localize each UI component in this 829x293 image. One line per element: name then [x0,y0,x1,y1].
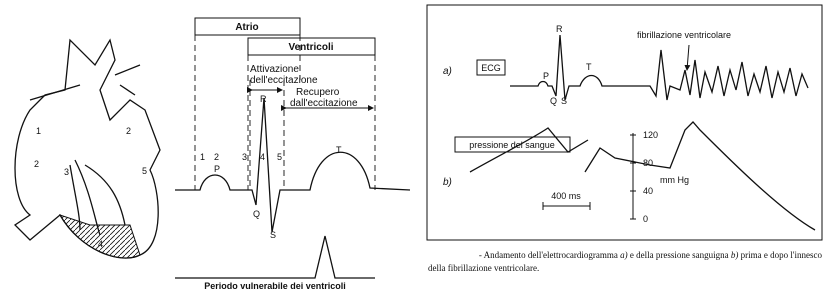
tick-label: 0 [643,214,648,224]
wave-label: T [586,62,592,72]
panel-label: b) [443,177,452,188]
phase-number: 1 [200,152,205,162]
wave-label: S [270,230,276,240]
wave-label: Q [253,209,260,219]
wave-label: P [214,164,220,174]
text-part: e della pressione sanguigna [628,250,731,260]
line [687,45,689,70]
conduction [30,65,140,235]
text-part: Attivazione [250,64,299,75]
ventricoli-label: Ventricoli [288,42,333,53]
wave-label: R [260,94,267,104]
phase-number: 5 [277,152,282,162]
fibrillation-label: fibrillazione ventricolare [637,30,731,40]
panel-label: a) [443,66,452,77]
panel-border [427,5,822,240]
tick-label: 120 [643,130,658,140]
phase-number: 3 [242,152,247,162]
time-scale-label: 400 ms [551,191,581,201]
text-part: Recupero [296,87,340,98]
phase-number: 2 [214,152,219,162]
wave-label: R [556,24,563,34]
text-part: prima e dopo l'innesco [738,250,822,260]
ecg-label: ECG [481,63,501,73]
vulnerable-label: Periodo vulnerabile dei ventricoli [204,281,346,291]
text-part: b) [731,250,739,260]
text-part: dell'eccitazione [250,75,318,86]
wave-label: P [543,71,549,81]
text-part: - Andamento dell'elettrocardiogramma [479,250,620,260]
text-part: a) [620,250,628,260]
heart-label: 2 [126,126,131,136]
ecg-fib-trace [510,35,808,100]
figure: 1 2 2 3 5 4 Atrio Ventricoli Attivazione… [0,0,829,293]
unit-label: mm Hg [660,175,689,185]
atrio-label: Atrio [235,22,258,33]
wave-label: T [336,145,342,155]
heart: 1 2 2 3 5 4 [15,40,160,258]
caption: - Andamento dell'elettrocardiogramma a) … [479,250,823,260]
hatch [60,215,140,258]
heart-label: 5 [142,166,147,176]
heart-label: 3 [64,167,69,177]
tick-label: 80 [643,158,653,168]
phase-number: 4 [260,152,265,162]
wave-label: S [561,96,567,106]
text-part: dall'eccitazione [290,98,358,109]
vulnerable-trace [175,236,375,278]
wave-label: Q [550,96,557,106]
tick-label: 40 [643,186,653,196]
recording: a) ECG P R T Q S fibrillazione ventricol… [427,5,822,240]
caption: della fibrillazione ventricolare. [428,263,539,273]
heart-label: 1 [36,126,41,136]
heart-label: 4 [98,239,103,249]
heart-label: 2 [34,159,39,169]
